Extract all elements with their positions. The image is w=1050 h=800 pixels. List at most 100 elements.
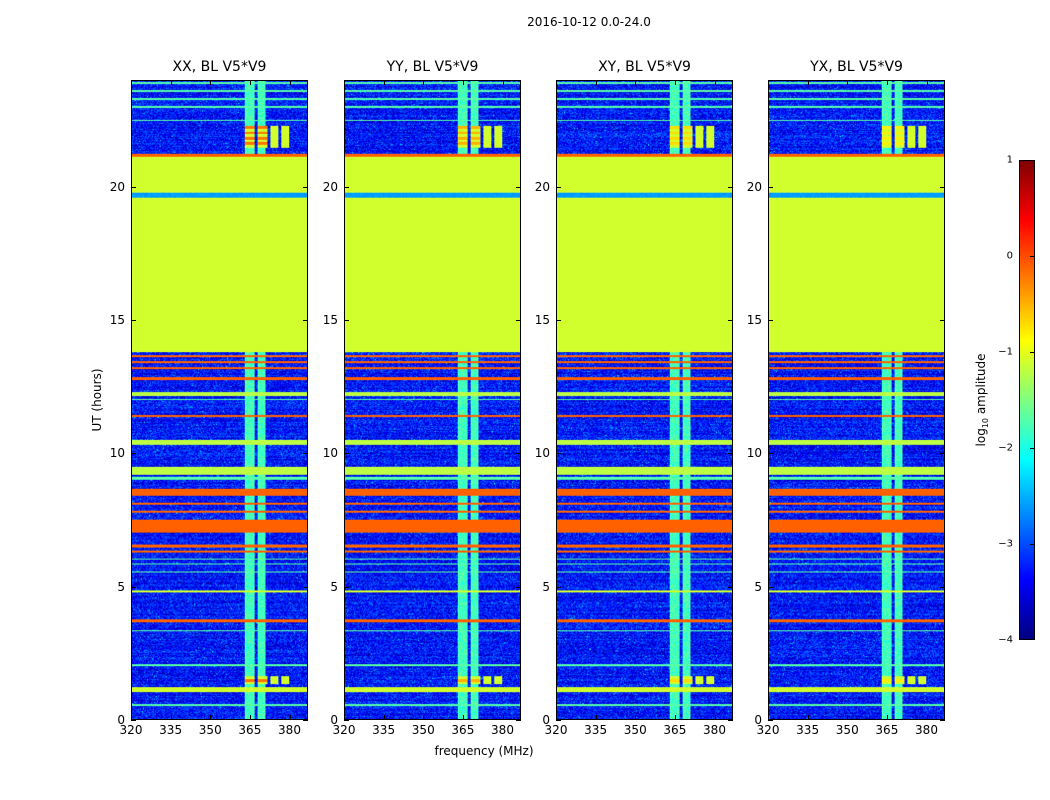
x-tick bbox=[462, 715, 464, 720]
y-tick bbox=[516, 720, 521, 721]
colorbar-tick bbox=[1030, 256, 1034, 257]
x-tick-label: 350 bbox=[835, 723, 859, 737]
x-tick-label: 350 bbox=[623, 723, 647, 737]
x-tick bbox=[289, 715, 291, 720]
x-tick bbox=[423, 80, 425, 85]
x-tick bbox=[714, 715, 716, 720]
y-tick-label: 20 bbox=[322, 179, 338, 194]
x-tick bbox=[886, 715, 888, 720]
x-tick bbox=[926, 80, 928, 85]
y-tick-label: 0 bbox=[330, 713, 338, 727]
y-tick bbox=[556, 720, 561, 721]
y-tick-label: 10 bbox=[534, 446, 550, 461]
heatmap-panel bbox=[131, 80, 308, 720]
y-tick-label: 10 bbox=[109, 446, 125, 461]
heatmap-image bbox=[132, 81, 307, 719]
colorbar-label: log10 amplitude bbox=[973, 353, 991, 447]
x-tick bbox=[502, 80, 504, 85]
heatmap-panel bbox=[768, 80, 945, 720]
y-tick-label: 10 bbox=[322, 446, 338, 461]
y-tick bbox=[516, 320, 521, 321]
panel-title: XY, BL V5*V9 bbox=[598, 59, 691, 75]
y-tick bbox=[556, 186, 561, 188]
x-tick-label: 335 bbox=[584, 723, 608, 737]
x-tick-label: 320 bbox=[544, 723, 568, 737]
colorbar-tick bbox=[1030, 352, 1034, 353]
y-tick bbox=[728, 320, 733, 321]
y-tick bbox=[131, 186, 136, 188]
suptitle: 2016-10-12 0.0-24.0 bbox=[527, 15, 651, 29]
y-tick bbox=[344, 720, 349, 721]
x-tick-label: 365 bbox=[663, 723, 687, 737]
x-tick bbox=[714, 80, 716, 85]
x-tick bbox=[131, 715, 132, 720]
y-tick bbox=[768, 720, 773, 721]
x-tick bbox=[502, 715, 504, 720]
x-tick bbox=[423, 715, 425, 720]
colorbar-tick-label: 0 bbox=[1006, 250, 1013, 262]
x-tick-label: 350 bbox=[411, 723, 435, 737]
y-tick-label: 15 bbox=[534, 313, 550, 327]
y-tick-label: 10 bbox=[746, 446, 762, 461]
x-tick-label: 365 bbox=[451, 723, 475, 737]
x-tick bbox=[674, 80, 676, 85]
colorbar-tick-label: 1 bbox=[1006, 154, 1013, 166]
x-tick bbox=[210, 715, 212, 720]
x-tick bbox=[768, 715, 769, 720]
x-tick-label: 380 bbox=[915, 723, 938, 737]
x-tick bbox=[462, 80, 464, 85]
y-axis-label: UT (hours) bbox=[90, 368, 104, 432]
y-tick bbox=[768, 453, 773, 455]
x-axis-label: frequency (MHz) bbox=[434, 744, 534, 758]
y-tick bbox=[516, 453, 521, 455]
y-tick-label: 15 bbox=[109, 313, 125, 327]
x-tick bbox=[926, 715, 928, 720]
x-tick-label: 365 bbox=[238, 723, 262, 737]
y-tick bbox=[131, 320, 136, 321]
colorbar-tick bbox=[1030, 544, 1034, 545]
heatmap-image bbox=[345, 81, 520, 719]
y-tick-label: 0 bbox=[117, 713, 125, 727]
x-tick bbox=[210, 80, 212, 85]
panel-title: YX, BL V5*V9 bbox=[810, 59, 903, 75]
x-tick-label: 335 bbox=[796, 723, 820, 737]
x-tick bbox=[170, 80, 172, 85]
y-tick bbox=[556, 320, 561, 321]
x-tick-label: 350 bbox=[198, 723, 222, 737]
x-tick bbox=[595, 715, 597, 720]
x-tick bbox=[635, 715, 637, 720]
colorbar-tick bbox=[1030, 448, 1034, 449]
y-tick-label: 20 bbox=[109, 179, 125, 194]
colorbar-tick-label: −3 bbox=[998, 538, 1013, 550]
y-tick bbox=[940, 186, 945, 188]
colorbar-tick-label: −4 bbox=[998, 634, 1013, 646]
y-tick-label: 5 bbox=[542, 579, 550, 594]
y-tick bbox=[303, 186, 308, 188]
y-tick bbox=[940, 720, 945, 721]
y-tick bbox=[768, 320, 773, 321]
y-tick-label: 15 bbox=[322, 313, 338, 327]
y-tick-label: 0 bbox=[754, 713, 762, 727]
y-tick bbox=[303, 320, 308, 321]
y-tick bbox=[303, 720, 308, 721]
colorbar-tick-label: −1 bbox=[998, 346, 1013, 358]
y-tick-label: 5 bbox=[754, 579, 762, 594]
colorbar bbox=[1019, 160, 1035, 640]
y-tick bbox=[556, 586, 561, 588]
x-tick bbox=[635, 80, 637, 85]
y-tick-label: 15 bbox=[746, 313, 762, 327]
x-tick-label: 380 bbox=[491, 723, 514, 737]
heatmap-panel bbox=[344, 80, 521, 720]
x-tick-label: 320 bbox=[756, 723, 780, 737]
x-tick bbox=[344, 715, 345, 720]
x-tick-label: 380 bbox=[703, 723, 726, 737]
x-tick bbox=[674, 715, 676, 720]
x-tick-label: 320 bbox=[332, 723, 356, 737]
x-tick bbox=[131, 80, 132, 85]
y-tick bbox=[516, 186, 521, 188]
x-tick bbox=[886, 80, 888, 85]
y-tick bbox=[940, 453, 945, 455]
y-tick bbox=[728, 453, 733, 455]
x-tick bbox=[383, 715, 385, 720]
y-tick bbox=[768, 586, 773, 588]
